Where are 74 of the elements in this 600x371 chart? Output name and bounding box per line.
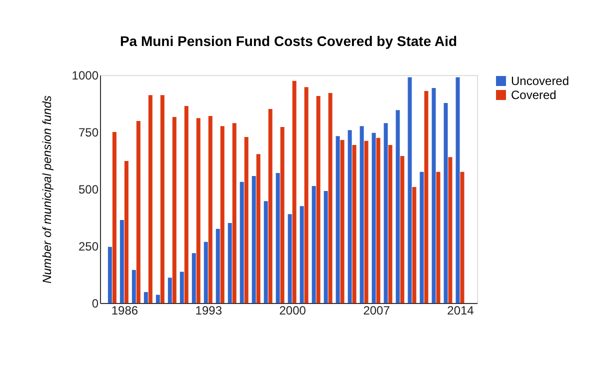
bar [456, 77, 460, 303]
bar [108, 246, 112, 303]
y-tick-label: 500 [78, 182, 99, 196]
bar [252, 176, 256, 303]
bar [352, 144, 356, 303]
x-tick-label: 1986 [111, 304, 138, 318]
bar [192, 253, 196, 303]
legend-label: Uncovered [511, 74, 570, 88]
bar [336, 136, 340, 303]
bar [144, 292, 148, 303]
bar [328, 93, 332, 303]
bar [228, 222, 232, 303]
bar [196, 118, 200, 303]
y-tick-label: 1000 [72, 68, 99, 82]
bar [280, 126, 284, 303]
x-tick-label: 1993 [195, 304, 222, 318]
bar [244, 137, 248, 303]
bar [264, 201, 268, 303]
y-tick-label: 250 [78, 240, 99, 254]
bar [420, 172, 424, 303]
bar [120, 220, 124, 303]
x-tick-label: 2014 [447, 304, 474, 318]
bar [300, 206, 304, 303]
x-tick-label: 2007 [363, 304, 390, 318]
bar [168, 278, 172, 303]
bar [148, 95, 152, 303]
bar [340, 140, 344, 303]
bar [172, 116, 176, 303]
bar [156, 294, 160, 303]
bar [276, 173, 280, 303]
y-tick-label: 0 [92, 296, 99, 310]
bar [132, 270, 136, 303]
bar [232, 123, 236, 303]
bar [240, 182, 244, 303]
bar [460, 172, 464, 303]
bar [316, 96, 320, 303]
bar [208, 116, 212, 303]
bar [348, 130, 352, 303]
bar [216, 228, 220, 303]
bar [220, 126, 224, 303]
bar [184, 106, 188, 303]
bar [288, 214, 292, 303]
bar [448, 157, 452, 303]
bar [136, 121, 140, 303]
bar [388, 144, 392, 303]
bar [424, 90, 428, 303]
chart-title: Pa Muni Pension Fund Costs Covered by State Aid [120, 33, 458, 49]
bar [400, 156, 404, 303]
bar [112, 132, 116, 303]
bar [268, 108, 272, 303]
y-tick-label: 750 [78, 126, 99, 140]
y-axis-title: Number of municipal pension funds [40, 95, 54, 284]
bar [408, 77, 412, 303]
bar [432, 88, 436, 303]
bar [384, 123, 388, 303]
bar [256, 154, 260, 303]
bar [160, 95, 164, 303]
bar [412, 186, 416, 303]
bar [444, 103, 448, 303]
bar [304, 87, 308, 303]
legend-label: Covered [511, 88, 556, 102]
bar [372, 132, 376, 303]
bar [364, 140, 368, 303]
bar [204, 242, 208, 303]
bar [396, 110, 400, 303]
bar [180, 272, 184, 303]
bar [324, 191, 328, 303]
bar [312, 186, 316, 303]
bar [292, 80, 296, 303]
bar [376, 138, 380, 303]
bar [124, 160, 128, 303]
bar [360, 126, 364, 303]
bar [436, 172, 440, 303]
x-tick-label: 2000 [279, 304, 306, 318]
